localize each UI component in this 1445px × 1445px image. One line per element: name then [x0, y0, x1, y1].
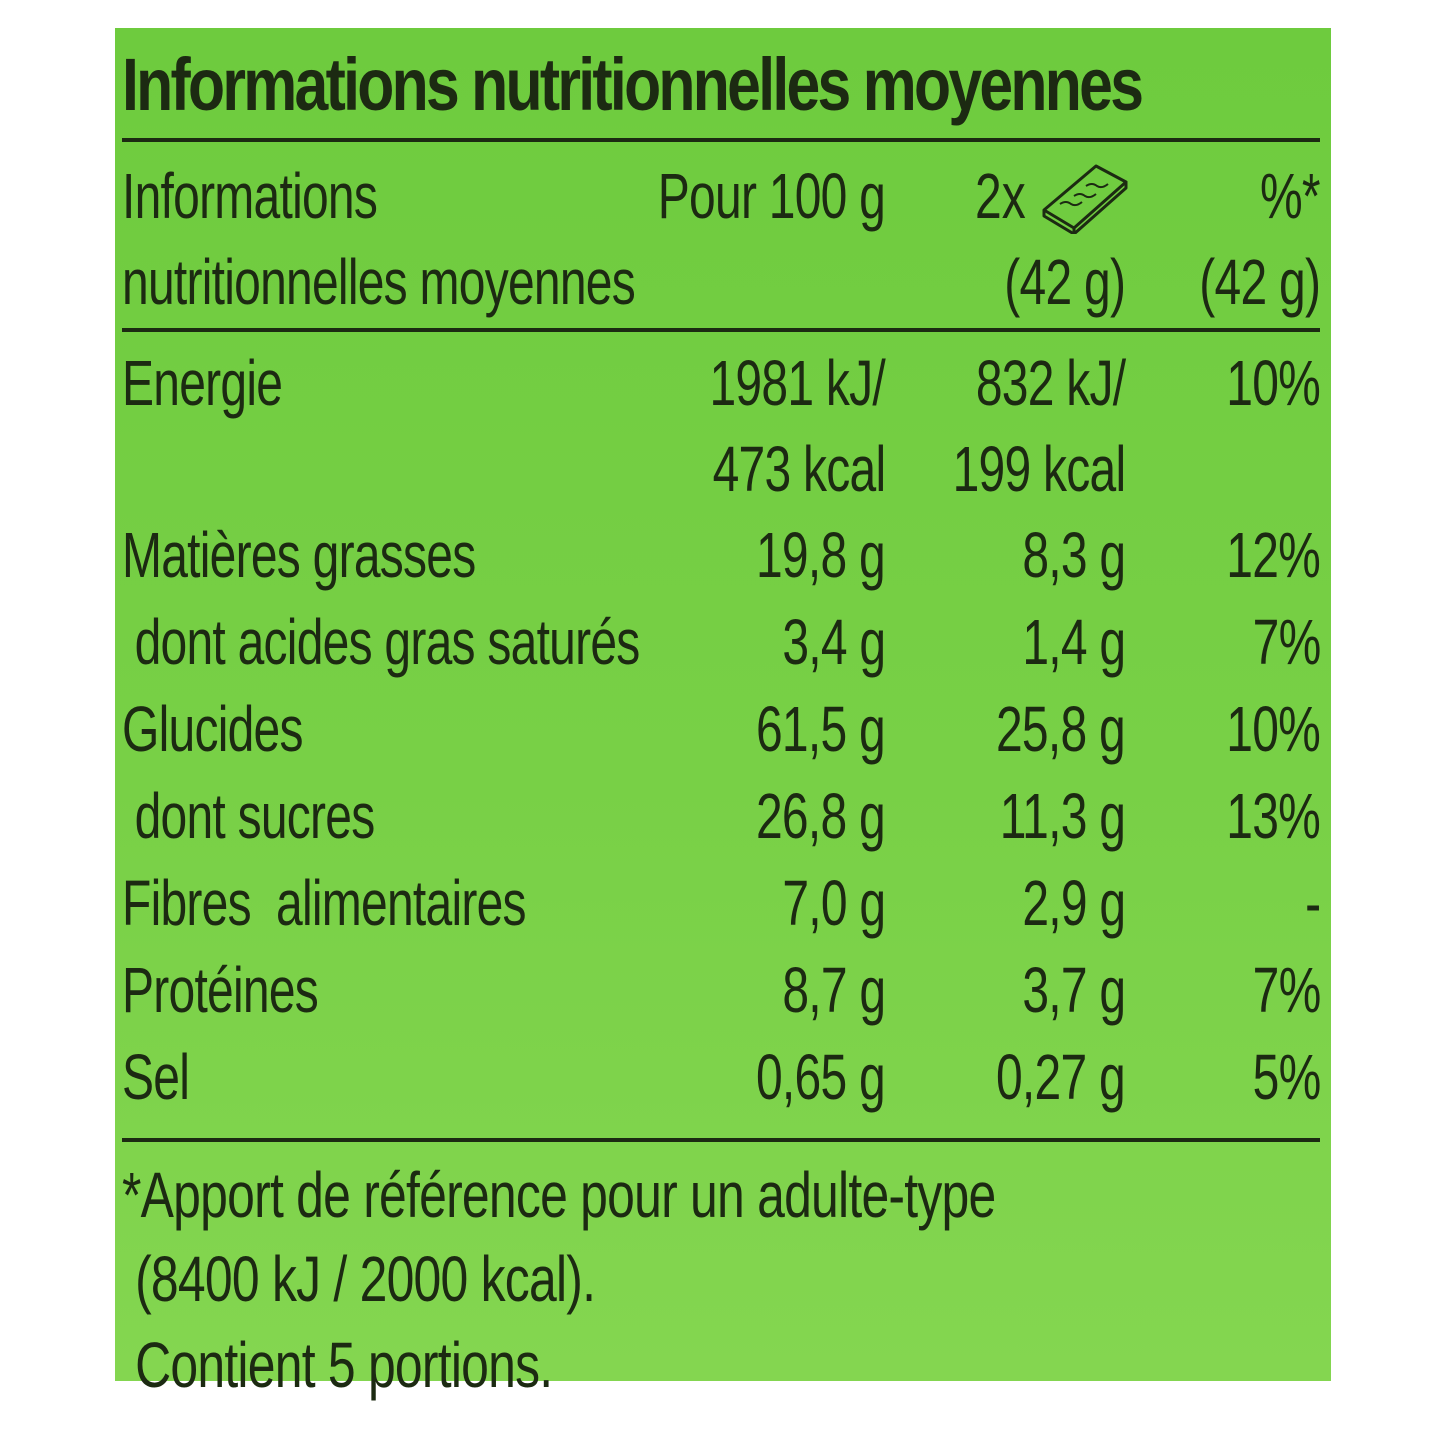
header-label-line2: nutritionnelles moyennes [122, 246, 636, 318]
footnote-line1: *Apport de référence pour un adulte-type [122, 1159, 996, 1231]
row-portion-proteines: 3,7 g [1021, 954, 1126, 1026]
divider-top [122, 138, 1320, 142]
row-label-acides-gras: dont acides gras saturés [122, 606, 641, 678]
nutrition-panel [115, 28, 1331, 1381]
row-per100-fibres: 7,0 g [781, 867, 886, 939]
row-per100-proteines: 8,7 g [781, 954, 886, 1026]
row-label-glucides: Glucides [122, 693, 304, 765]
row-per100-matieres-grasses: 19,8 g [756, 519, 886, 591]
row-pct-glucides: 10% [1226, 693, 1321, 765]
row-per100-glucides: 61,5 g [756, 693, 886, 765]
row-pct-acides-gras: 7% [1252, 606, 1321, 678]
row-portion-energie-kcal: 199 kcal [952, 433, 1126, 505]
row-portion-matieres-grasses: 8,3 g [1021, 519, 1126, 591]
divider-footer [122, 1138, 1320, 1142]
row-pct-energie: 10% [1226, 347, 1321, 419]
header-pct: %* [1260, 160, 1321, 232]
row-per100-sucres: 26,8 g [756, 780, 886, 852]
nutrition-title: Informations nutritionnelles moyennes [122, 43, 1144, 126]
row-per100-acides-gras: 3,4 g [781, 606, 886, 678]
row-portion-sel: 0,27 g [996, 1041, 1126, 1113]
row-portion-acides-gras: 1,4 g [1021, 606, 1126, 678]
row-portion-sucres: 11,3 g [999, 780, 1126, 852]
header-pct-weight: (42 g) [1199, 246, 1321, 318]
row-portion-fibres: 2,9 g [1021, 867, 1126, 939]
row-label-sucres: dont sucres [122, 780, 376, 852]
row-label-sel: Sel [122, 1041, 190, 1113]
row-per100-sel: 0,65 g [756, 1041, 886, 1113]
row-pct-fibres: - [1304, 867, 1321, 939]
divider-header [122, 328, 1320, 332]
header-per100: Pour 100 g [657, 160, 886, 232]
footnote-line3: Contient 5 portions. [122, 1329, 553, 1401]
row-portion-energie-kj: 832 kJ/ [975, 347, 1125, 419]
row-label-proteines: Protéines [122, 954, 319, 1026]
row-label-fibres: Fibres alimentaires [122, 867, 527, 939]
row-per100-energie-kj: 1981 kJ/ [709, 347, 886, 419]
row-label-matieres-grasses: Matières grasses [122, 519, 476, 591]
row-pct-sel: 5% [1252, 1041, 1321, 1113]
footnote-line2: (8400 kJ / 2000 kcal). [122, 1243, 596, 1315]
header-portion-weight: (42 g) [1004, 246, 1126, 318]
row-pct-matieres-grasses: 12% [1226, 519, 1321, 591]
header-label-line1: Informations [122, 160, 378, 232]
row-pct-proteines: 7% [1252, 954, 1321, 1026]
row-portion-glucides: 25,8 g [996, 693, 1126, 765]
row-per100-energie-kcal: 473 kcal [712, 433, 886, 505]
header-portion-prefix: 2x [975, 160, 1026, 232]
row-pct-sucres: 13% [1226, 780, 1321, 852]
biscuit-bar-icon [1042, 164, 1128, 234]
row-label-energie: Energie [122, 347, 283, 419]
